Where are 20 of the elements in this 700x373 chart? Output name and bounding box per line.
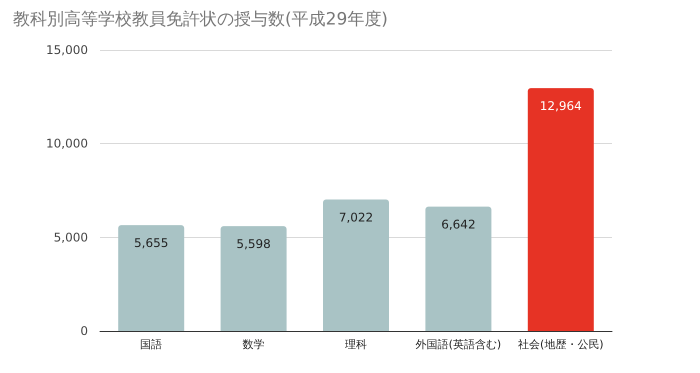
bar [528, 88, 594, 331]
data-label: 5,598 [236, 237, 271, 252]
bar [425, 206, 492, 331]
x-tick-label: 国語 [140, 338, 162, 351]
x-tick-label: 理科 [345, 338, 367, 351]
y-tick-label: 5,000 [54, 230, 88, 244]
y-tick-label: 15,000 [46, 43, 88, 57]
bar [220, 226, 287, 331]
y-tick-label: 10,000 [46, 136, 88, 151]
data-label: 7,022 [338, 210, 374, 224]
x-tick-label: 社会(地歴・公民) [518, 338, 604, 351]
chart-title: 教科別高等学校教員免許状の授与数(平成29年度) [13, 10, 388, 30]
bar [323, 199, 389, 331]
x-tick-label: 外国語(英語含む) [416, 338, 502, 351]
y-tick-label: 0 [80, 324, 88, 338]
data-label: 6,642 [441, 218, 476, 232]
bar [118, 225, 184, 331]
data-label: 12,964 [540, 99, 582, 114]
data-label: 5,655 [134, 236, 168, 250]
x-tick-label: 数学 [242, 338, 265, 351]
